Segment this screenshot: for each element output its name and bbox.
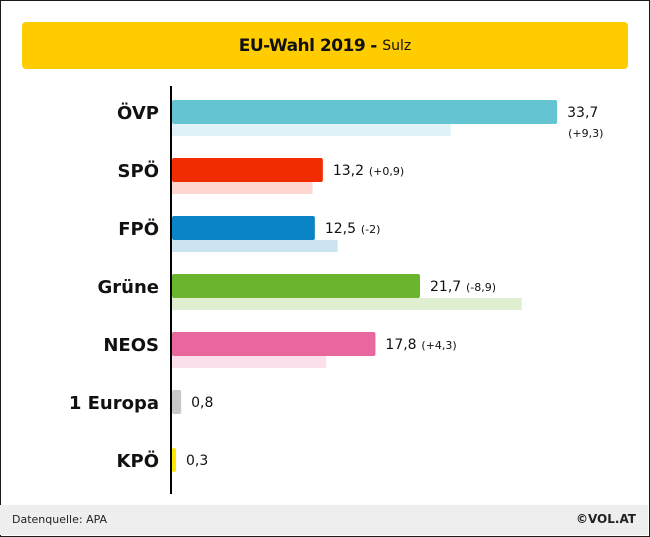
result-bar	[172, 332, 376, 356]
chart-subtitle: Sulz	[382, 37, 412, 54]
previous-result-bar	[172, 124, 451, 136]
value-label: 0,3	[186, 453, 208, 469]
category-label: SPÖ	[118, 160, 159, 182]
result-bar	[172, 390, 182, 414]
change-label: (-8,9)	[466, 281, 496, 294]
result-bar	[172, 448, 176, 472]
title-bar: EU-Wahl 2019 - Sulz	[22, 22, 628, 69]
value-label: 17,8	[385, 337, 416, 353]
category-label: 1 Europa	[69, 393, 159, 414]
change-label: (+0,9)	[369, 165, 404, 178]
data-source: Datenquelle: APA	[12, 513, 108, 526]
bar-chart: ÖVP 33,7 (+9,3) SPÖ 13,2 (+0,9) FPÖ 12,5 (-2) Grü…	[69, 86, 603, 494]
value-label: 12,5	[325, 221, 356, 237]
result-bar	[172, 274, 420, 298]
result-bar	[172, 216, 315, 240]
change-label: (-2)	[361, 223, 381, 236]
value-label: 13,2	[333, 163, 364, 179]
category-label: NEOS	[103, 335, 159, 356]
value-label: 0,8	[191, 395, 213, 411]
change-label: (+4,3)	[421, 339, 456, 352]
previous-result-bar	[172, 182, 313, 194]
result-bar	[172, 100, 558, 124]
category-label: FPÖ	[118, 218, 159, 240]
previous-result-bar	[172, 240, 338, 252]
title-separator: -	[370, 35, 378, 56]
result-bar	[172, 158, 323, 182]
copyright: ©VOL.AT	[575, 512, 636, 526]
category-label: KPÖ	[117, 450, 159, 472]
previous-result-bar	[172, 356, 327, 368]
value-label: 33,7	[567, 105, 598, 121]
previous-result-bar	[172, 298, 522, 310]
value-label: 21,7	[430, 279, 461, 295]
change-label: (+9,3)	[568, 127, 603, 140]
category-label: Grüne	[98, 277, 160, 298]
chart-title: EU-Wahl 2019	[238, 35, 366, 56]
footer: Datenquelle: APA ©VOL.AT	[0, 505, 648, 535]
category-label: ÖVP	[117, 102, 159, 124]
